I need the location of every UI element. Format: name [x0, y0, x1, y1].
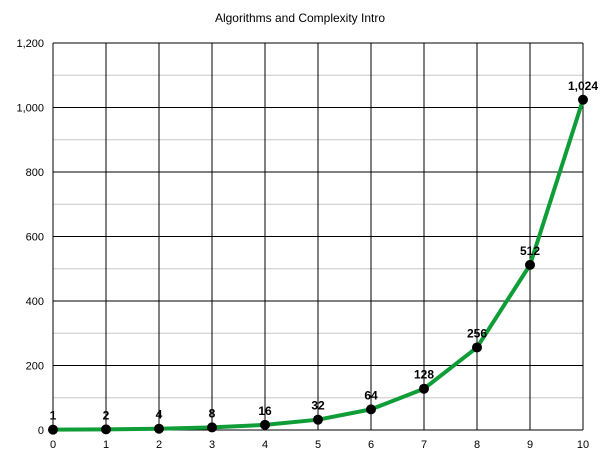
- data-point: [101, 424, 111, 435]
- y-tick-label: 1,000: [16, 103, 44, 115]
- data-label: 4: [156, 408, 163, 422]
- data-point: [313, 414, 323, 425]
- data-label: 16: [258, 404, 272, 418]
- data-label: 1: [50, 409, 57, 423]
- series-layer: [48, 94, 588, 435]
- data-label: 256: [467, 326, 487, 340]
- data-point: [207, 422, 217, 433]
- x-tick-label: 6: [368, 439, 374, 451]
- x-tick-label: 10: [577, 439, 589, 451]
- y-tick-label: 800: [26, 167, 44, 179]
- y-tick-label: 600: [26, 232, 44, 244]
- chart-title: Algorithms and Complexity Intro: [215, 11, 385, 25]
- y-tick-label: 200: [26, 361, 44, 373]
- x-tick-label: 5: [315, 439, 321, 451]
- data-point: [366, 404, 376, 415]
- data-label: 2: [103, 408, 110, 422]
- data-label: 32: [311, 399, 325, 413]
- data-label: 1,024: [568, 79, 598, 93]
- data-point: [525, 259, 535, 270]
- x-tick-label: 4: [262, 439, 268, 451]
- data-label: 8: [209, 406, 216, 420]
- x-tick-label: 0: [50, 439, 56, 451]
- data-point: [578, 94, 588, 105]
- data-labels: 1 2 4 8 16 32 64 128 256 512 1,024: [50, 79, 599, 423]
- data-label: 128: [414, 368, 434, 382]
- y-tick-label: 400: [26, 296, 44, 308]
- data-point: [472, 342, 482, 353]
- x-tick-label: 3: [209, 439, 215, 451]
- x-tick-label: 7: [421, 439, 427, 451]
- y-tick-label: 1,200: [16, 38, 44, 50]
- data-label: 512: [520, 244, 540, 258]
- data-point: [260, 419, 270, 430]
- y-tick-label: 0: [38, 425, 44, 437]
- x-tick-label: 8: [474, 439, 480, 451]
- data-point: [419, 383, 429, 394]
- grid: [52, 42, 584, 431]
- data-point: [154, 423, 164, 434]
- data-point: [48, 424, 58, 435]
- data-label: 64: [364, 388, 378, 402]
- x-tick-label: 1: [103, 439, 109, 451]
- x-tick-label: 9: [527, 439, 533, 451]
- x-tick-label: 2: [156, 439, 162, 451]
